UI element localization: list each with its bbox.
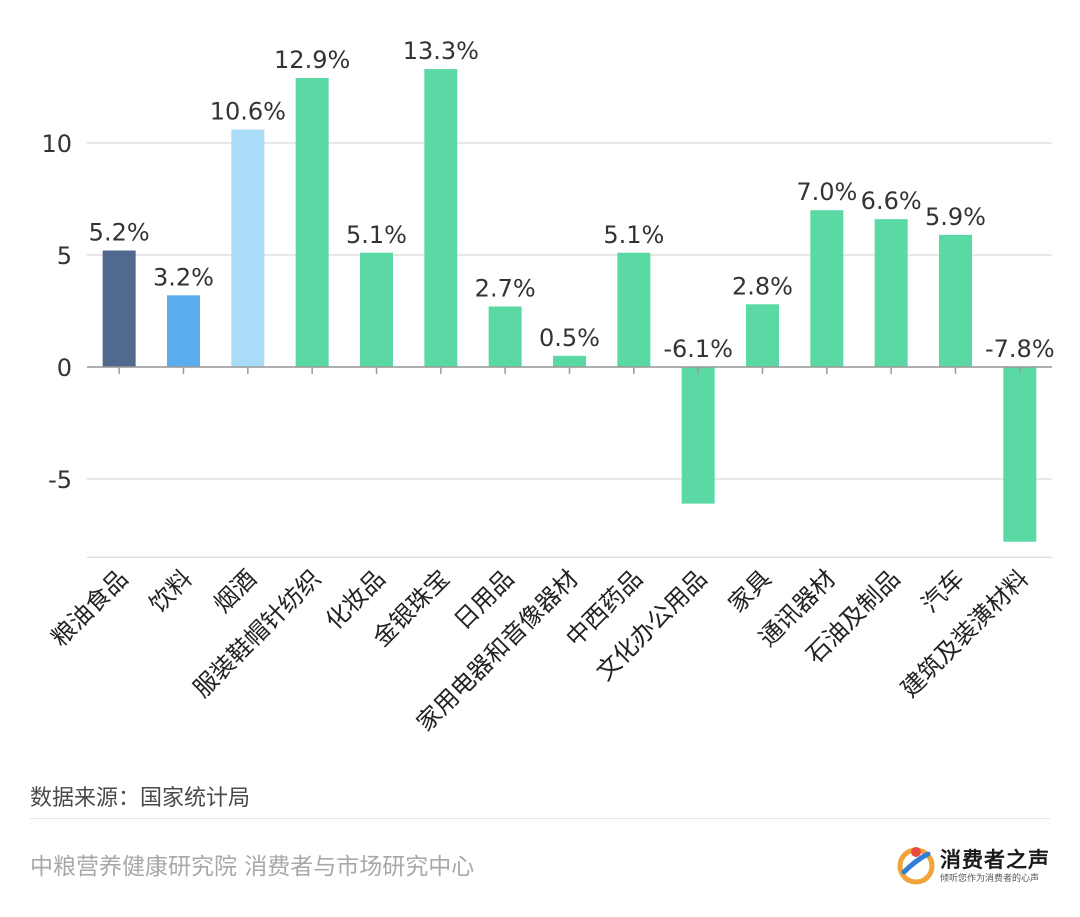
brand-name: 消费者之声 [940, 848, 1050, 872]
bar [424, 69, 458, 367]
data-label: 2.8% [732, 272, 793, 300]
bar-chart: 5.2%3.2% 10.6% 12.9% 5.1% 13.3% 2.7%0.5% 5.1% -… [41, 37, 1055, 737]
data-label: 5.9% [925, 203, 986, 231]
y-axis-ticks: 10 5 0 -5 [41, 130, 72, 494]
data-labels: 5.2%3.2% 10.6% 12.9% 5.1% 13.3% 2.7%0.5% 5.1% -… [89, 37, 1055, 363]
y-tick-label: 0 [57, 354, 72, 382]
bar [810, 210, 844, 367]
brand-logo-icon [897, 847, 935, 885]
bar [167, 295, 200, 367]
bar [231, 129, 265, 367]
y-tick-label: 10 [41, 130, 72, 158]
divider [30, 818, 1050, 819]
x-tick-label: 家具 [723, 564, 777, 618]
data-label: 5.1% [346, 221, 407, 249]
data-source: 数据来源：国家统计局 [30, 786, 251, 811]
data-label: 7.0% [796, 178, 857, 206]
bar [102, 250, 136, 367]
data-label: 2.7% [475, 275, 536, 303]
bar [681, 367, 715, 504]
bar [617, 252, 651, 367]
brand-block: 消费者之声 倾听您作为消费者的心声 [896, 838, 1066, 898]
x-tick-label: 饮料 [144, 564, 198, 618]
bar [553, 355, 586, 367]
bar [360, 252, 393, 367]
bar [295, 78, 329, 367]
bars [102, 69, 1037, 542]
data-label: 12.9% [274, 46, 350, 74]
brand-slogan: 倾听您作为消费者的心声 [940, 874, 1040, 884]
data-label: 6.6% [861, 187, 922, 215]
data-label: 5.1% [603, 221, 664, 249]
x-tick-label: 汽车 [916, 564, 970, 618]
bar [746, 304, 779, 367]
bar [1003, 367, 1037, 542]
x-tick-label: 烟酒 [208, 564, 262, 618]
x-axis-ticks: 粮油食品 饮料 烟酒服装鞋帽针纺织化妆品金银珠宝日用品家用电器和音像器材中西药品文化… [46, 366, 1052, 737]
data-label: 5.2% [89, 219, 150, 247]
data-label: 3.2% [153, 263, 214, 291]
data-label: 13.3% [403, 37, 479, 65]
data-label: 10.6% [210, 98, 286, 126]
x-tick-label: 粮油食品 [46, 564, 134, 652]
bar [874, 219, 908, 367]
data-label: -6.1% [663, 335, 733, 363]
data-label: 0.5% [539, 324, 600, 352]
y-tick-label: -5 [48, 466, 72, 494]
footer-organization: 中粮营养健康研究院 消费者与市场研究中心 [30, 854, 475, 880]
bar [488, 306, 522, 367]
bar [939, 234, 972, 367]
data-label: -7.8% [985, 335, 1055, 363]
y-tick-label: 5 [57, 242, 72, 270]
